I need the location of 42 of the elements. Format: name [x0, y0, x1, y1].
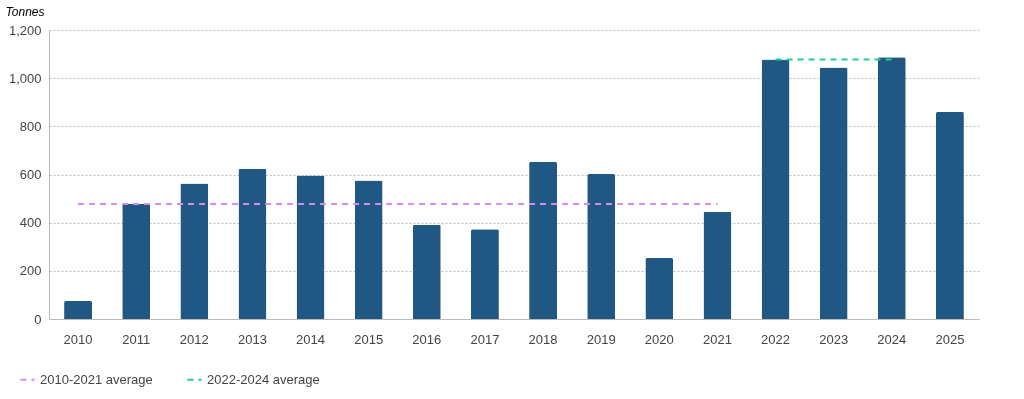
legend-label: 2022-2024 average: [207, 371, 320, 387]
legend-label: 2010-2021 average: [40, 371, 153, 387]
y-tick-label: 1,000: [8, 70, 42, 86]
x-tick-label: 2024: [877, 331, 907, 347]
x-tick-label: 2020: [644, 331, 674, 347]
x-tick-label: 2012: [179, 331, 209, 347]
y-tick-label: 0: [34, 311, 42, 327]
x-tick-label: 2014: [296, 331, 326, 347]
y-tick-label: 600: [19, 167, 42, 182]
x-tick-label: 2013: [237, 331, 267, 347]
bar: [587, 174, 616, 319]
x-tick-label: 2023: [819, 331, 849, 347]
bar: [529, 161, 558, 319]
bar: [470, 229, 499, 319]
x-tick-label: 2022: [761, 331, 791, 347]
bar: [122, 204, 151, 319]
x-tick-label: 2016: [412, 331, 442, 347]
bar: [877, 57, 906, 319]
bar: [819, 67, 848, 319]
x-tick-label: 2021: [702, 331, 732, 347]
bar: [64, 300, 93, 319]
bar: [180, 183, 209, 319]
bar: [935, 111, 964, 319]
y-tick-label: 1,200: [8, 22, 42, 38]
y-axis-title: Tonnes: [5, 4, 45, 19]
bar: [761, 59, 790, 319]
bar: [703, 211, 732, 319]
x-tick-label: 2015: [354, 331, 384, 347]
x-tick-label: 2011: [122, 331, 151, 347]
x-tick-label: 2010: [63, 331, 93, 347]
bar: [296, 175, 325, 319]
y-tick-label: 200: [19, 263, 42, 279]
bar: [354, 180, 383, 319]
y-tick-label: 800: [19, 118, 42, 134]
x-tick-label: 2019: [586, 331, 616, 347]
x-tick-label: 2018: [528, 331, 558, 347]
x-tick-label: 2017: [470, 331, 500, 347]
bar: [412, 224, 441, 319]
x-tick-label: 2025: [935, 331, 965, 347]
bar: [645, 258, 674, 319]
y-tick-label: 400: [19, 215, 42, 231]
bar: [238, 168, 267, 319]
